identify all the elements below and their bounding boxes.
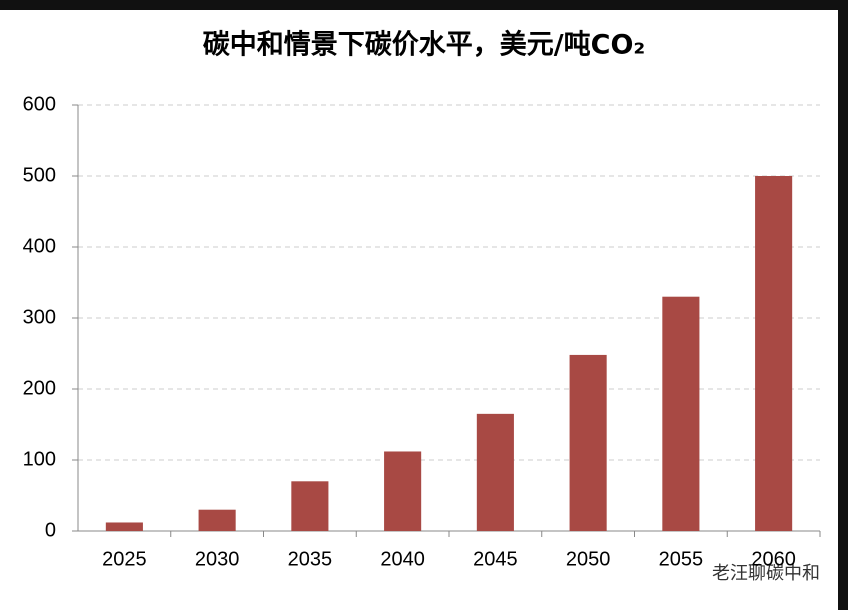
bar [476,413,514,531]
x-tick-label: 2060 [751,548,796,570]
x-tick-label: 2050 [566,548,611,570]
x-tick-label: 2040 [380,548,425,570]
y-tick-label: 300 [23,306,56,328]
top-border [0,0,848,10]
y-tick-label: 0 [45,519,56,541]
y-tick-label: 500 [23,164,56,186]
x-tick-label: 2030 [195,548,240,570]
chart-title: 碳中和情景下碳价水平，美元/吨CO₂ [203,29,645,61]
x-tick-label: 2025 [102,548,147,570]
bar [105,522,143,531]
y-tick-label: 600 [23,93,56,115]
y-tick-label: 100 [23,448,56,470]
x-tick-label: 2045 [473,548,518,570]
right-border [838,0,848,610]
y-tick-label: 400 [23,235,56,257]
bar [198,509,236,531]
x-tick-label: 2055 [659,548,704,570]
bar [291,481,329,531]
watermark: 老汪聊碳中和 [712,563,820,584]
bar [755,176,793,531]
bar [384,451,422,531]
bar [662,296,700,531]
x-tick-label: 2035 [288,548,333,570]
bar [569,354,607,531]
y-tick-label: 200 [23,377,56,399]
